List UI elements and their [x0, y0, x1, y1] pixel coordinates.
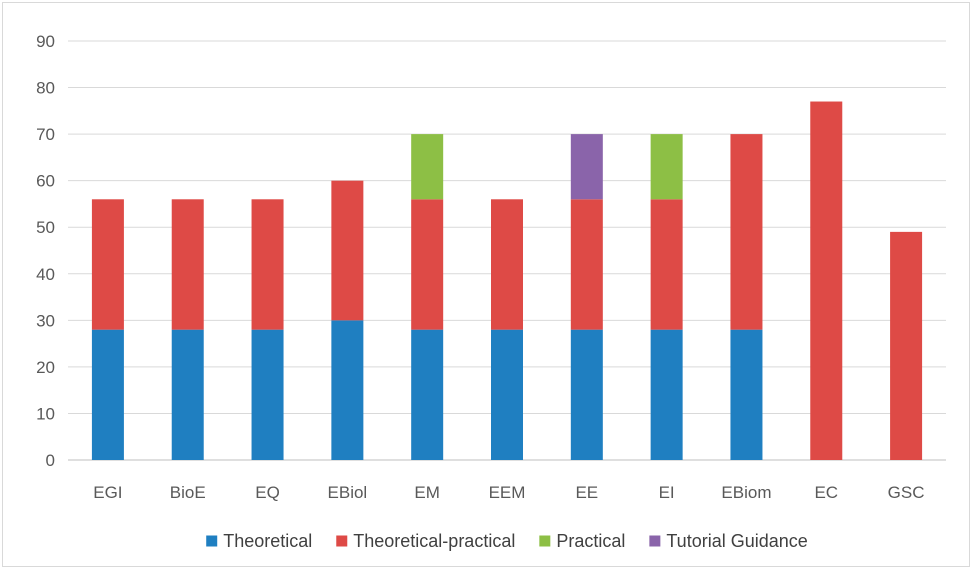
x-tick-label: EC	[814, 483, 838, 502]
bar-segment	[411, 134, 444, 200]
bar-segment	[890, 231, 923, 460]
y-tick-label: 70	[36, 125, 55, 144]
legend: Theoretical Theoretical-practical Practica…	[206, 531, 808, 551]
bar-segment	[570, 199, 603, 330]
x-tick-label: EEM	[489, 483, 526, 502]
legend-swatch	[206, 535, 218, 547]
bar-segment	[570, 329, 603, 460]
x-tick-label: EI	[659, 483, 675, 502]
y-tick-label: 20	[36, 358, 55, 377]
bar-segment	[91, 329, 124, 460]
y-axis-ticks: 0 10 20 30 40 50 60 70 80 90	[36, 32, 55, 470]
legend-label: Theoretical	[223, 531, 312, 551]
bar-segment	[411, 199, 444, 330]
x-tick-label: EBiom	[721, 483, 771, 502]
bar-segment	[650, 329, 683, 460]
y-tick-label: 50	[36, 218, 55, 237]
bar-segment	[810, 101, 843, 461]
x-tick-label: EGI	[93, 483, 122, 502]
bar-segment	[650, 134, 683, 200]
y-tick-label: 10	[36, 404, 55, 423]
y-tick-label: 40	[36, 265, 55, 284]
legend-swatch	[539, 535, 551, 547]
bar-segment	[331, 320, 364, 460]
y-tick-label: 80	[36, 79, 55, 98]
bar-segment	[730, 329, 763, 460]
legend-label: Practical	[556, 531, 625, 551]
x-tick-label: EBiol	[328, 483, 368, 502]
legend-swatch	[336, 535, 348, 547]
bar-segment	[251, 199, 284, 330]
y-tick-label: 30	[36, 311, 55, 330]
bar-segment	[730, 134, 763, 330]
x-axis-ticks: EGI BioE EQ EBiol EM EEM EE EI EBiom EC GSC	[93, 483, 924, 502]
bar-segment	[570, 134, 603, 200]
legend-label: Tutorial Guidance	[666, 531, 807, 551]
bars	[91, 101, 923, 461]
legend-label: Theoretical-practical	[353, 531, 515, 551]
bar-segment	[91, 199, 124, 330]
y-tick-label: 90	[36, 32, 55, 51]
bar-segment	[491, 329, 523, 460]
x-tick-label: GSC	[888, 483, 925, 502]
x-tick-label: EQ	[255, 483, 280, 502]
x-tick-label: EE	[575, 483, 598, 502]
bar-segment	[650, 199, 683, 330]
bar-segment	[491, 199, 523, 330]
bar-segment	[411, 329, 444, 460]
bar-segment	[171, 199, 204, 330]
bar-segment	[171, 329, 204, 460]
bar-segment	[251, 329, 284, 460]
x-tick-label: EM	[414, 483, 440, 502]
legend-swatch	[649, 535, 661, 547]
y-tick-label: 0	[46, 451, 55, 470]
y-tick-label: 60	[36, 172, 55, 191]
bar-segment	[331, 180, 364, 321]
gridlines	[68, 40, 946, 461]
x-tick-label: BioE	[170, 483, 206, 502]
